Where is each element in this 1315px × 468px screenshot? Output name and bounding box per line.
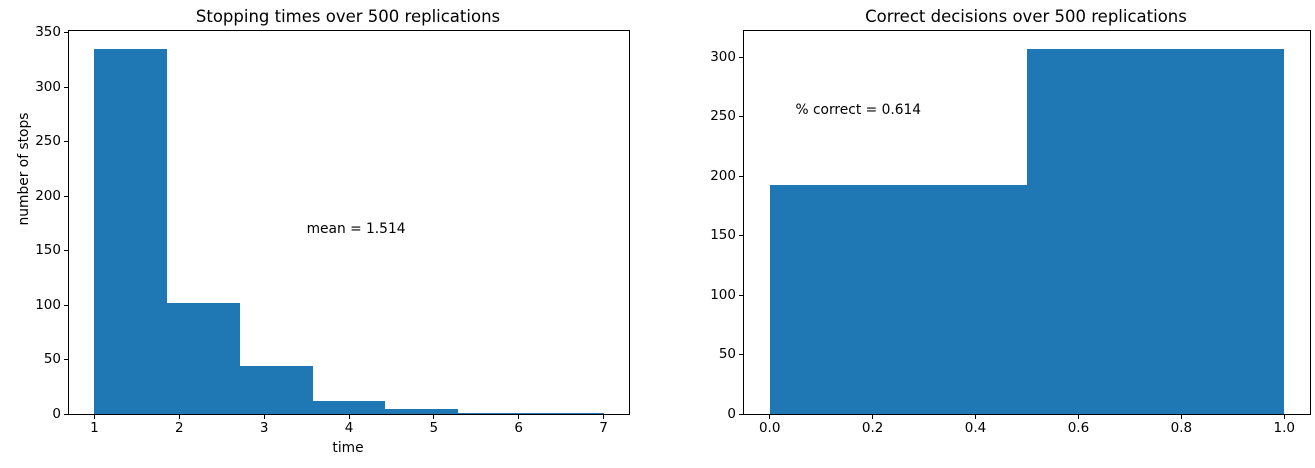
- x-axis-tick: [975, 415, 977, 419]
- x-tick-label: 1.0: [1273, 420, 1295, 436]
- x-tick-label: 1: [90, 420, 99, 436]
- y-axis-tick: [739, 235, 743, 237]
- x-tick-label: 0.6: [1067, 420, 1090, 436]
- left-histogram-axes: 1 2 3 4 5 6 7 0 50 100 150 200 250 300 350 mean = 1.514: [35, 25, 630, 436]
- y-axis-tick: [739, 57, 743, 59]
- right-plot-title: Correct decisions over 500 replications: [865, 7, 1187, 26]
- x-axis-tick: [263, 415, 265, 419]
- x-axis-tick: [1180, 415, 1182, 419]
- histogram-bar: [385, 408, 459, 414]
- y-tick-label: 200: [710, 167, 736, 184]
- x-axis-tick: [1077, 415, 1079, 419]
- y-tick-label: 350: [35, 24, 61, 41]
- x-axis-tick: [433, 415, 435, 419]
- x-axis-tick: [93, 415, 95, 419]
- y-axis-tick: [64, 141, 68, 143]
- x-tick-label: 7: [599, 420, 608, 436]
- x-tick-label: 6: [514, 420, 523, 436]
- y-axis-tick: [64, 250, 68, 252]
- x-axis-tick: [518, 415, 520, 419]
- y-tick-label: 250: [35, 133, 61, 150]
- x-axis-tick: [1283, 415, 1285, 419]
- histogram-bar: [530, 412, 604, 414]
- histogram-bar: [94, 49, 168, 414]
- y-axis-tick: [64, 413, 68, 415]
- y-tick-label: 0: [52, 405, 61, 422]
- x-axis-tick: [769, 415, 771, 419]
- x-tick-label: 0.0: [758, 420, 781, 436]
- x-tick-label: 5: [429, 420, 439, 436]
- histogram-bar: [312, 400, 386, 414]
- x-tick-label: 0.8: [1170, 420, 1193, 436]
- x-axis-tick: [178, 415, 180, 419]
- annotation-text: mean = 1.514: [306, 220, 406, 237]
- y-axis-tick: [64, 304, 68, 306]
- histogram-bar: [1027, 49, 1285, 414]
- y-tick-label: 0: [727, 405, 736, 422]
- y-axis-tick: [739, 294, 743, 296]
- left-plot-title: Stopping times over 500 replications: [195, 7, 501, 26]
- y-tick-label: 50: [43, 351, 61, 368]
- y-tick-label: 300: [35, 78, 61, 95]
- y-tick-label: 250: [710, 108, 736, 125]
- x-axis-tick: [348, 415, 350, 419]
- y-axis-tick: [64, 195, 68, 197]
- annotation-text: % correct = 0.614: [795, 101, 922, 118]
- y-axis-tick: [739, 354, 743, 356]
- y-axis-tick: [739, 116, 743, 118]
- y-axis-tick: [64, 32, 68, 34]
- histogram-bar: [239, 366, 313, 414]
- right-histogram-axes: 0.0 0.2 0.4 0.6 0.8 1.0 0 50 100 150 200 250 300 % co…: [710, 30, 1311, 436]
- y-axis-tick: [64, 86, 68, 88]
- histogram-bar: [458, 412, 531, 414]
- left-plot-y-axis-label: number of stops: [16, 112, 32, 226]
- x-tick-label: 2: [175, 420, 184, 436]
- x-tick-label: 0.2: [861, 420, 884, 436]
- histogram-bar: [167, 302, 240, 414]
- y-tick-label: 150: [710, 227, 736, 244]
- x-axis-tick: [872, 415, 874, 419]
- y-axis-tick: [739, 175, 743, 177]
- y-tick-label: 150: [35, 242, 61, 259]
- x-tick-label: 4: [344, 420, 354, 436]
- y-tick-label: 200: [35, 187, 61, 204]
- left-plot-x-axis-label: time: [332, 440, 364, 456]
- x-axis-tick: [603, 415, 605, 419]
- y-axis-tick: [64, 359, 68, 361]
- y-axis-tick: [739, 413, 743, 415]
- y-tick-label: 50: [718, 346, 736, 363]
- y-tick-label: 100: [35, 296, 61, 313]
- y-tick-label: 300: [710, 49, 736, 66]
- histogram-bar: [769, 184, 1027, 414]
- y-tick-label: 100: [710, 286, 736, 303]
- x-tick-label: 0.4: [964, 420, 987, 436]
- x-tick-label: 3: [259, 420, 269, 436]
